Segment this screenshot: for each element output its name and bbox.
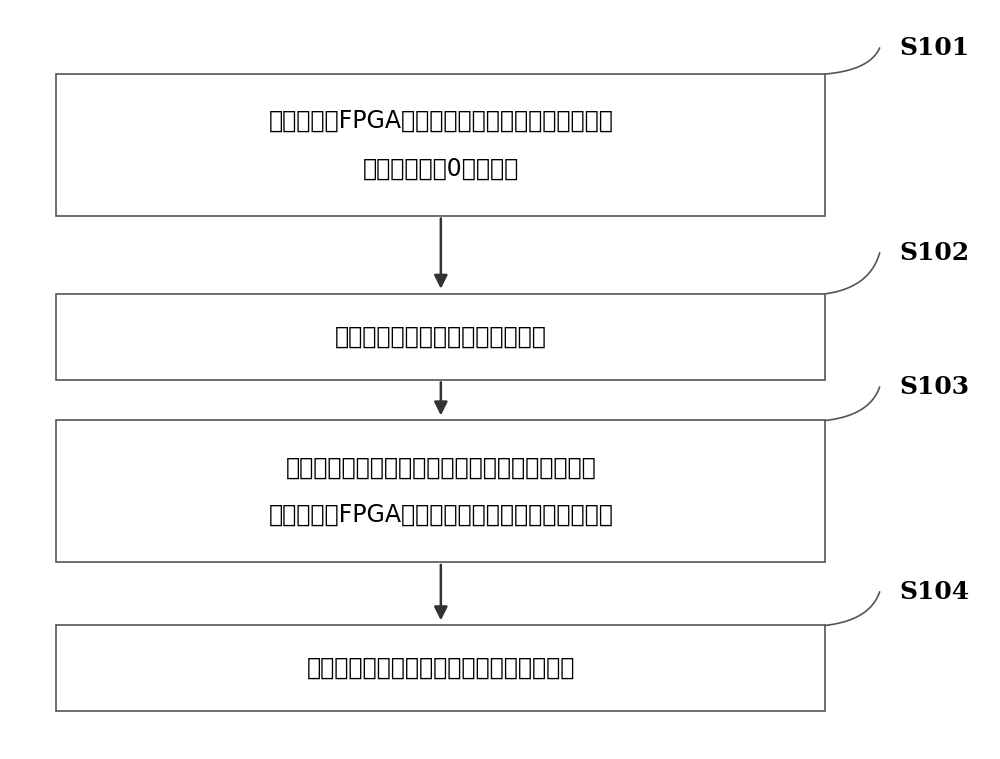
Text: 根据接收的该存储空间的个数及每个该存储空间的: 根据接收的该存储空间的个数及每个该存储空间的: [285, 455, 596, 480]
Text: 大小，对该FPGA中闪存的存储空间进行对应的划分: 大小，对该FPGA中闪存的存储空间进行对应的划分: [268, 503, 613, 527]
FancyBboxPatch shape: [56, 294, 825, 380]
Text: 该个数为大于0的自然数: 该个数为大于0的自然数: [363, 156, 519, 181]
FancyBboxPatch shape: [56, 74, 825, 216]
FancyBboxPatch shape: [56, 625, 825, 711]
Text: S103: S103: [899, 375, 970, 399]
Text: 将每个该存储空间的首地址存储在寄存器中: 将每个该存储空间的首地址存储在寄存器中: [307, 657, 575, 680]
Text: 接收输入的FPGA中闪存的存储空间被划分的个数，: 接收输入的FPGA中闪存的存储空间被划分的个数，: [268, 109, 613, 133]
Text: S101: S101: [899, 36, 970, 60]
FancyBboxPatch shape: [56, 420, 825, 562]
Text: S102: S102: [899, 241, 970, 265]
Text: S104: S104: [899, 580, 970, 604]
Text: 接收输入的每个该存储空间的大小: 接收输入的每个该存储空间的大小: [335, 325, 547, 348]
